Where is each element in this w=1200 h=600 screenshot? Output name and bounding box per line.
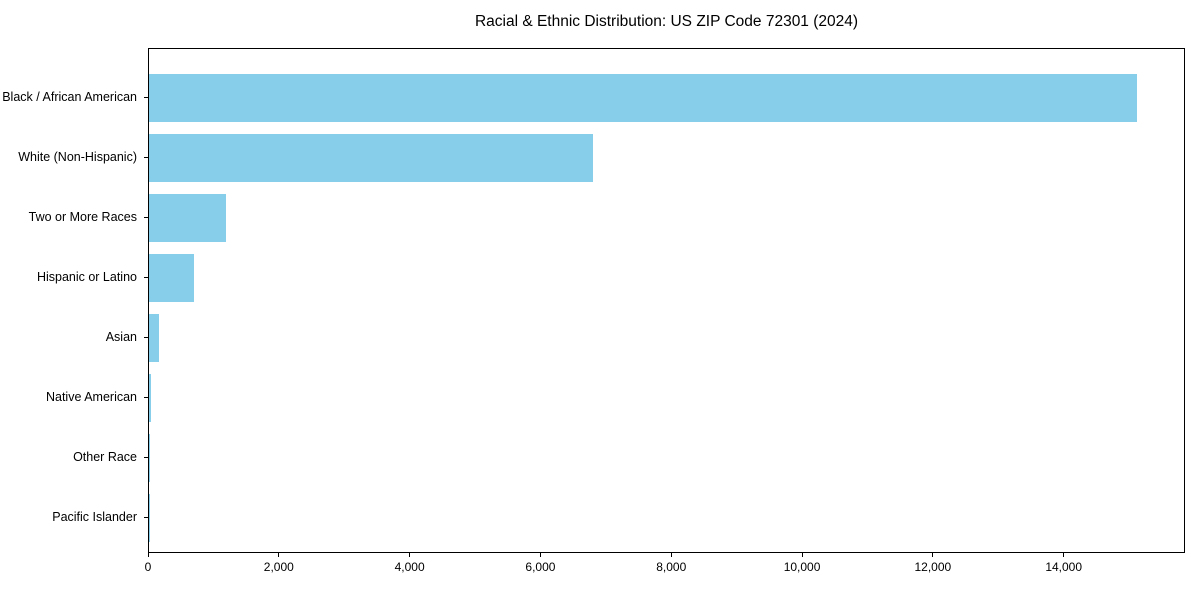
x-tick-mark (147, 553, 149, 557)
x-tick-mark (539, 553, 541, 557)
x-tick-mark (278, 553, 280, 557)
bar-two-or-more-races (149, 194, 226, 242)
y-tick-label: Native American (45, 390, 137, 404)
y-tick-mark (144, 216, 148, 218)
x-tick-mark (670, 553, 672, 557)
plot-area (148, 48, 1185, 553)
y-tick-label: Hispanic or Latino (36, 270, 137, 284)
y-tick-mark (144, 516, 148, 518)
bar-hispanic-or-latino (149, 254, 195, 302)
bar-other-race (149, 434, 150, 482)
y-tick-mark (144, 276, 148, 278)
y-tick-mark (144, 336, 148, 338)
x-tick-label: 10,000 (783, 560, 821, 574)
y-tick-mark (144, 456, 148, 458)
y-tick-label: Black / African American (2, 90, 137, 104)
y-tick-label: Pacific Islander (52, 510, 137, 524)
bar-white-non-hispanic (149, 134, 594, 182)
x-tick-label: 8,000 (656, 560, 687, 574)
x-tick-label: 4,000 (394, 560, 425, 574)
bar-native-american (149, 374, 151, 422)
y-tick-label: Other Race (73, 450, 137, 464)
y-tick-label: Two or More Races (28, 210, 137, 224)
x-tick-label: 14,000 (1045, 560, 1083, 574)
x-tick-label: 2,000 (263, 560, 294, 574)
x-tick-label: 0 (144, 560, 152, 574)
y-tick-mark (144, 96, 148, 98)
x-tick-label: 12,000 (914, 560, 952, 574)
x-tick-mark (932, 553, 934, 557)
x-tick-mark (409, 553, 411, 557)
x-tick-mark (801, 553, 803, 557)
x-tick-label: 6,000 (525, 560, 556, 574)
y-tick-label: White (Non-Hispanic) (18, 150, 137, 164)
chart-title: Racial & Ethnic Distribution: US ZIP Cod… (474, 13, 859, 30)
bar-asian (149, 314, 159, 362)
y-tick-label: Asian (105, 330, 137, 344)
bar-black-african-american (149, 74, 1137, 122)
x-tick-mark (1063, 553, 1065, 557)
y-tick-mark (144, 396, 148, 398)
y-tick-mark (144, 156, 148, 158)
